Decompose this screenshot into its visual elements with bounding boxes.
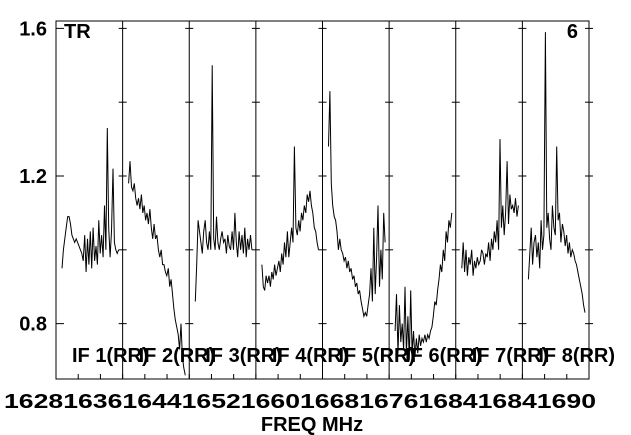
x-tick-labels: 1628163616441652166016681676168416841690 <box>4 391 596 413</box>
corner-label-left: TR <box>64 21 91 43</box>
y-tick-label: 0.8 <box>19 314 47 336</box>
y-axis: 1.6 1.2 0.8 <box>19 18 64 336</box>
panel-label: IF 5(RR) <box>339 345 416 367</box>
panel-label: IF 4(RR) <box>272 345 349 367</box>
panel-3: IF 3(RR) <box>188 21 282 379</box>
panel-7: IF 7(RR) <box>455 21 549 379</box>
y-tick-label: 1.2 <box>19 166 47 188</box>
spectrum-line <box>128 161 186 376</box>
spectrum-line <box>328 91 386 319</box>
panel-4: IF 4(RR) <box>255 21 349 379</box>
panels-group: IF 1(RR)IF 2(RR)IF 3(RR)IF 4(RR)IF 5(RR)… <box>61 21 615 379</box>
corner-label-right: 6 <box>567 21 578 43</box>
panel-2: IF 2(RR) <box>122 21 216 379</box>
y-tick-label: 1.6 <box>19 18 47 40</box>
panel-label: IF 2(RR) <box>139 345 216 367</box>
panel-label: IF 6(RR) <box>405 345 482 367</box>
panel-label: IF 8(RR) <box>538 345 615 367</box>
panel-label: IF 1(RR) <box>72 345 149 367</box>
spectrum-line <box>194 65 253 302</box>
spectrum-line <box>527 32 586 313</box>
spectrum-line <box>461 139 519 276</box>
panel-label: IF 7(RR) <box>472 345 549 367</box>
x-axis-label: FREQ MHz <box>261 414 363 435</box>
panel-label: IF 3(RR) <box>205 345 282 367</box>
panel-6: IF 6(RR) <box>388 21 482 379</box>
spectrum-line <box>61 127 120 273</box>
spectrum-line <box>261 146 319 291</box>
panel-5: IF 5(RR) <box>322 21 416 379</box>
panel-8: IF 8(RR) <box>521 21 615 379</box>
spectrum-line <box>394 212 453 361</box>
